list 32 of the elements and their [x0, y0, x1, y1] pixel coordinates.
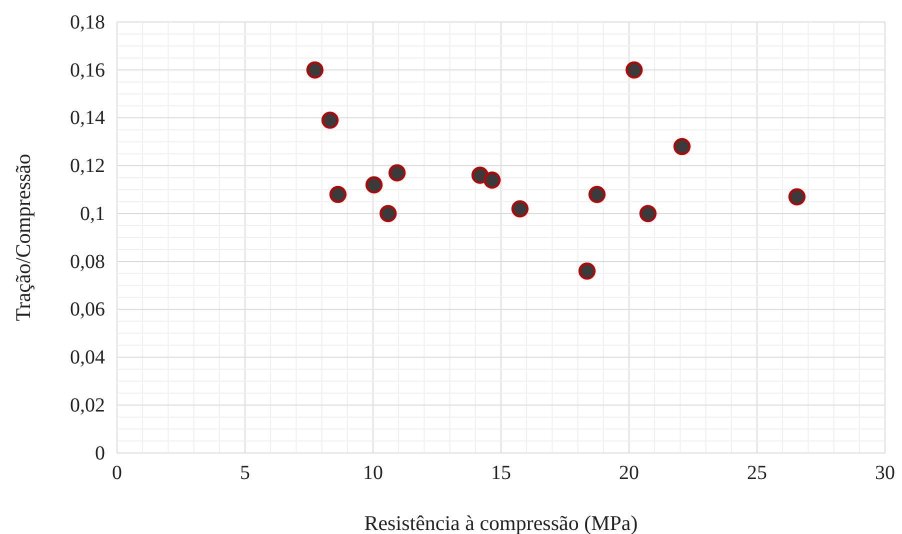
point [788, 188, 806, 206]
point [329, 186, 346, 203]
y-tick-label: 0,16 [70, 59, 105, 82]
point [626, 61, 643, 78]
x-tick-label: 0 [112, 462, 122, 484]
y-tick-label: 0,18 [70, 11, 105, 34]
point [388, 164, 406, 182]
point [511, 200, 529, 218]
point [639, 205, 657, 222]
point [365, 176, 383, 194]
point [588, 186, 606, 203]
y-axis-title: Tração/Compressão [11, 154, 35, 322]
x-tick-label: 10 [363, 462, 383, 484]
point [483, 171, 501, 189]
y-tick-label: 0,04 [70, 346, 105, 369]
y-tick-label: 0,06 [70, 298, 105, 321]
y-tick-label: 0,12 [70, 155, 105, 178]
y-tick-label: 0 [95, 442, 105, 464]
point [380, 205, 397, 222]
x-tick-label: 30 [875, 462, 895, 484]
x-tick-label: 20 [619, 462, 639, 484]
y-tick-label: 0,02 [70, 394, 105, 417]
x-tick-label: 5 [240, 462, 250, 484]
point [306, 61, 324, 78]
y-tick-label: 0,08 [70, 250, 105, 273]
y-tick-label: 0,1 [80, 202, 105, 225]
point [578, 262, 596, 280]
point [673, 138, 691, 156]
x-tick-label: 25 [747, 462, 767, 484]
y-tick-label: 0,14 [70, 107, 105, 130]
x-tick-label: 15 [491, 462, 511, 484]
point [321, 112, 339, 129]
